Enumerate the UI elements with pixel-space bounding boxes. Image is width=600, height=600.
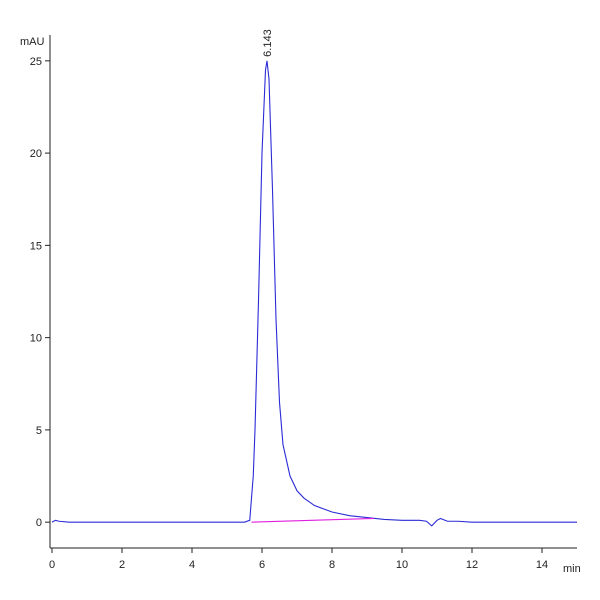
trace: [251, 517, 375, 523]
x-tick-label: 14: [536, 559, 548, 571]
y-tick-label: 0: [36, 517, 42, 529]
y-tick-label: 10: [30, 333, 42, 345]
x-tick-label: 10: [396, 559, 408, 571]
x-tick-label: 12: [466, 559, 478, 571]
y-tick-label: 15: [30, 240, 42, 252]
x-tick-label: 6: [259, 559, 265, 571]
peak-label: 6.143: [262, 29, 274, 57]
y-tick-label: 25: [30, 56, 42, 68]
x-axis-label: min: [563, 563, 581, 575]
y-tick-label: 5: [36, 425, 42, 437]
x-tick-label: 4: [189, 559, 195, 571]
x-tick-label: 2: [119, 559, 125, 571]
y-axis-label: mAU: [20, 36, 45, 48]
x-tick-label: 0: [49, 559, 55, 571]
trace: [51, 60, 577, 527]
x-tick-label: 8: [329, 559, 335, 571]
y-tick-label: 20: [30, 148, 42, 160]
